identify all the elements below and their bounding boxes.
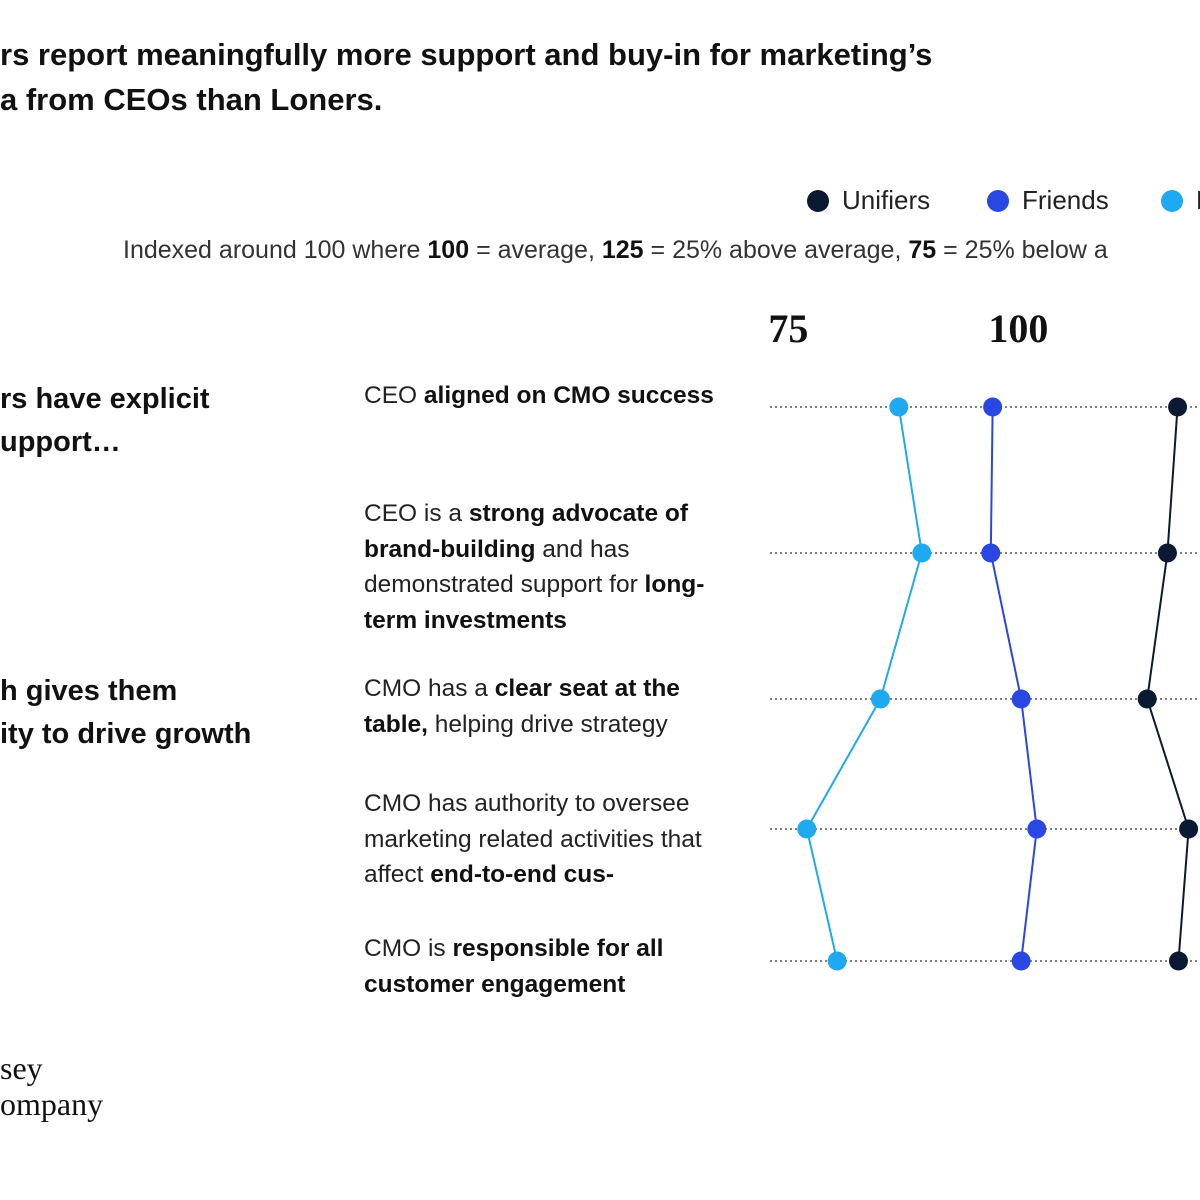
dot	[1179, 819, 1199, 839]
logo-line: sey	[0, 1050, 103, 1086]
subtitle: Indexed around 100 where 100 = average, …	[123, 236, 1108, 265]
dot	[981, 543, 1001, 563]
row-label: CMO has authority to oversee marketing r…	[364, 786, 744, 893]
group-text: rs have explicit	[0, 383, 210, 415]
dot	[870, 689, 890, 709]
row-label: CEO aligned on CMO success	[364, 378, 744, 414]
dot	[1137, 689, 1157, 709]
row-label-part: aligned on CMO success	[423, 382, 714, 409]
logo: sey ompany	[0, 1050, 103, 1122]
subtitle-part: 125	[601, 236, 644, 264]
row-label-part: clear seat at the table,	[364, 675, 680, 738]
series-line	[989, 406, 1038, 962]
legend-marker	[807, 190, 829, 212]
title-text: rs report meaningfully more support and …	[0, 37, 933, 72]
row-label-part: end-to-end cus-	[430, 861, 615, 888]
row-label-part: CMO is	[364, 935, 453, 962]
dot	[1168, 397, 1188, 417]
series-line	[1146, 406, 1190, 962]
row-label: CEO is a strong advocate of brand-buildi…	[364, 496, 744, 638]
subtitle-part: Indexed around 100 where	[123, 236, 428, 264]
chart-title: rs report meaningfully more support and …	[0, 32, 932, 122]
group-line: h gives them	[0, 670, 251, 713]
group-line: ity to drive growth	[0, 713, 251, 756]
row-label-part: long-term investments	[364, 571, 705, 634]
dot	[1011, 689, 1031, 709]
row-label-part: CMO has a	[364, 675, 495, 702]
dot	[1157, 543, 1177, 563]
row-label-part: CEO is a	[364, 500, 469, 527]
x-tick-label: 100	[988, 306, 1048, 351]
row-label-part: CEO	[364, 382, 424, 409]
row-label: CMO has a clear seat at the table, helpi…	[364, 671, 744, 742]
group-text: upport…	[0, 426, 121, 458]
dot	[1011, 951, 1031, 971]
group-text: ity to drive growth	[0, 718, 252, 750]
legend-label: Loners	[1196, 185, 1200, 215]
row-label-part: strong advocate of brand-building	[364, 500, 689, 563]
group-line: upport…	[0, 421, 210, 464]
title-line: rs report meaningfully more support and …	[0, 32, 932, 77]
dot	[912, 543, 932, 563]
logo-text: ompany	[0, 1086, 104, 1122]
dot	[1027, 819, 1047, 839]
group-label: h gives them ity to drive growth	[0, 670, 251, 756]
subtitle-part: = 25% above average,	[643, 236, 909, 264]
group-line: rs have explicit	[0, 378, 210, 421]
title-text: a from CEOs than Loners.	[0, 82, 383, 117]
row-label-part: and has demonstrated support for	[364, 535, 645, 599]
series-line	[805, 406, 923, 962]
legend-label: Unifiers	[842, 185, 930, 215]
legend-marker	[1161, 190, 1183, 212]
subtitle-part: 75	[908, 236, 937, 264]
title-line: a from CEOs than Loners.	[0, 77, 932, 122]
legend-marker	[987, 190, 1009, 212]
row-label-part: responsible for all customer engagement	[364, 935, 664, 998]
dot	[889, 397, 909, 417]
subtitle-part: = average,	[469, 236, 602, 264]
group-label: rs have explicit upport…	[0, 378, 210, 464]
row-label-part: CMO has authority to oversee marketing r…	[364, 790, 702, 888]
dot	[1168, 951, 1188, 971]
logo-line: ompany	[0, 1086, 103, 1122]
subtitle-part: = 25% below a	[936, 236, 1108, 264]
logo-text: sey	[0, 1050, 43, 1086]
x-tick-label: 75	[768, 306, 808, 351]
subtitle-part: 100	[427, 236, 470, 264]
row-label: CMO is responsible for all customer enga…	[364, 931, 744, 1002]
dot	[827, 951, 847, 971]
dot	[797, 819, 817, 839]
row-label-part: helping drive strategy	[428, 710, 668, 738]
legend-label: Friends	[1022, 185, 1109, 215]
dot	[983, 397, 1003, 417]
group-text: h gives them	[0, 675, 178, 707]
